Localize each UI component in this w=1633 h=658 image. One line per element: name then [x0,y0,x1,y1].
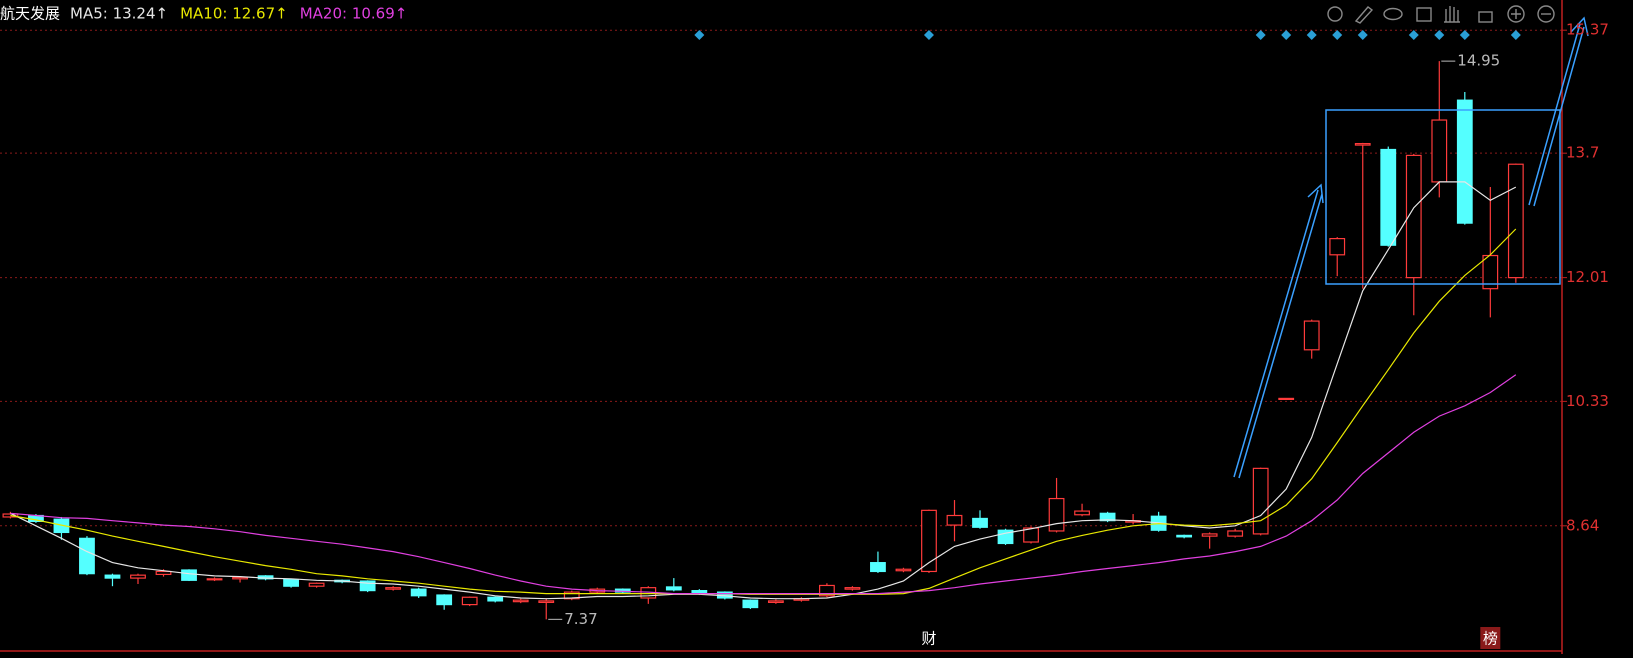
candle-body [1405,154,1422,279]
highlight-box [1325,109,1561,285]
event-diamond [1281,30,1292,40]
candle-body [1329,238,1346,256]
candle-body [844,587,861,590]
candle-body [79,537,95,575]
candle-body [870,562,886,573]
candle-body [921,509,937,573]
candle-body [1278,397,1295,401]
box-icon[interactable] [1416,7,1432,22]
annotation-label: 14.95 [1457,52,1500,70]
candle-body [53,518,70,534]
candle-body [1048,497,1065,532]
grid [0,29,1562,527]
candle-body [691,590,708,594]
candle-body [130,574,146,579]
arrow-left [1233,183,1324,479]
candle-body [385,587,402,590]
y-tick-label: 15.37 [1566,21,1609,39]
candle-body [308,582,325,587]
ma-line [10,228,1517,595]
event-diamond [694,30,705,40]
event-diamond [1510,30,1521,40]
candle-body [436,594,453,606]
draw-icon[interactable] [1354,6,1374,24]
event-label: 财 [921,630,936,648]
plot-area [2,61,1524,620]
event-label-text: 榜 [1483,630,1498,648]
event-diamond [1306,30,1317,40]
y-tick-label: 8.64 [1566,516,1599,534]
toolbar [1327,5,1555,24]
zoom-out-icon[interactable] [1537,5,1555,23]
event-label-bg [1480,627,1501,649]
settings-icon[interactable] [1327,6,1343,22]
y-tick-label: 13.7 [1566,144,1599,162]
event-diamond [1357,30,1368,40]
candle-body [895,568,912,572]
candle-body [410,588,427,597]
chart-title: 航天发展 [0,5,60,23]
candle-body [232,576,248,580]
candle-body [1023,527,1039,543]
candle-body [1201,533,1218,537]
candle-body [104,574,121,579]
zoom-in-icon[interactable] [1507,5,1525,23]
candle-body [538,600,555,603]
candle-body [1176,534,1193,538]
event-label: 榜 [1480,627,1501,649]
y-tick-label: 10.33 [1566,392,1609,410]
candle-body [461,596,478,606]
candle-body [1354,143,1371,146]
event-label-text: 财 [921,630,936,648]
candle-body [1074,510,1090,516]
candle-body [512,599,529,603]
candle-body [1099,512,1116,522]
annotation-label: 7.37 [564,610,597,628]
event-diamond [923,30,934,40]
candle-body [283,578,299,587]
eye-icon[interactable] [1383,7,1403,21]
candle-body [1252,467,1269,535]
event-diamond [1408,30,1419,40]
y-tick-label: 12.01 [1566,268,1609,286]
candle-body [206,578,223,581]
candle-body [946,514,963,526]
candle-body [1380,148,1397,246]
event-diamond [1434,30,1445,40]
hand-icon[interactable] [1444,6,1460,23]
candle-body [487,596,504,602]
ma-line [10,374,1517,595]
candle-body [563,591,580,600]
candle-body [819,584,835,597]
candle-body [665,586,682,591]
event-diamond [1332,30,1343,40]
arrow-right [1528,16,1589,207]
candle-body [1303,320,1320,351]
trend-arrow [1233,16,1589,479]
candle-body [359,580,376,592]
candle-body [742,599,759,609]
lock-icon[interactable] [1478,11,1493,23]
candle-body [1456,99,1473,224]
ma-line [10,181,1517,600]
candle-body [155,570,172,576]
legend-entry: MA10: 12.67↑ [180,5,288,23]
zoom-in-plus [1511,9,1521,19]
candle-body [1431,119,1448,183]
candle-body [767,600,784,603]
legend-entry: MA20: 10.69↑ [300,5,408,23]
candle-body [1507,163,1524,279]
event-diamond [1459,30,1470,40]
event-diamond [1255,30,1266,40]
candle-body [1227,530,1244,537]
candle-body [181,569,197,581]
legend-entry: MA5: 13.24↑ [70,5,168,23]
candle-body [972,517,988,528]
